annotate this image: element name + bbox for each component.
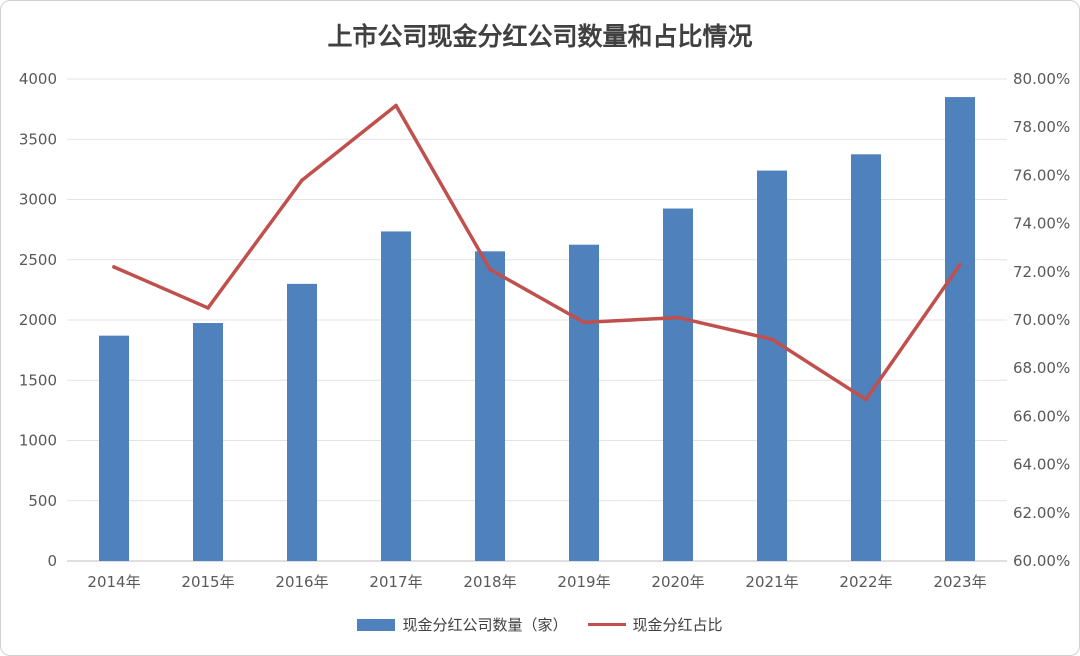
x-tick-label: 2016年 [275, 573, 328, 591]
y-right-tick-label: 70.00% [1013, 311, 1070, 329]
bar [193, 323, 223, 561]
y-left-tick-label: 3500 [19, 130, 57, 148]
y-right-tick-label: 60.00% [1013, 552, 1070, 570]
bar [475, 251, 505, 561]
y-right-tick-label: 80.00% [1013, 70, 1070, 88]
bar [381, 231, 411, 561]
bar [99, 335, 129, 561]
x-tick-label: 2014年 [87, 573, 140, 591]
y-right-tick-label: 78.00% [1013, 118, 1070, 136]
bar [287, 283, 317, 561]
x-tick-label: 2017年 [369, 573, 422, 591]
y-left-tick-label: 1000 [19, 432, 57, 450]
ratio-point [676, 315, 680, 320]
ratio-point [112, 265, 116, 269]
x-tick-label: 2020年 [651, 573, 704, 591]
x-tick-label: 2019年 [557, 573, 610, 591]
legend-swatch-line [587, 623, 626, 626]
x-tick-label: 2015年 [181, 573, 234, 591]
ratio-point [394, 103, 398, 108]
chart-title: 上市公司现金分红公司数量和占比情况 [327, 22, 753, 51]
y-left-tick-label: 0 [47, 552, 57, 570]
legend-label-ratio: 现金分红占比 [632, 616, 723, 634]
ratio-point [300, 178, 304, 183]
ratio-line [112, 103, 962, 402]
legend-swatch-bar [357, 618, 396, 631]
ratio-point [488, 267, 492, 272]
ratio-point [864, 397, 868, 402]
y-right-tick-label: 64.00% [1013, 456, 1070, 474]
bar [757, 170, 787, 561]
bar [663, 208, 693, 561]
y-left-tick-label: 500 [28, 492, 57, 510]
ratio-point [958, 262, 962, 267]
y-left-tick-label: 2000 [19, 311, 57, 329]
x-tick-label: 2022年 [839, 573, 892, 591]
y-right-tick-label: 68.00% [1013, 359, 1070, 377]
legend-item-count: 现金分红公司数量（家） [357, 614, 568, 635]
y-right-tick-label: 72.00% [1013, 263, 1070, 281]
y-left-tick-label: 1500 [19, 371, 57, 389]
bar [851, 154, 881, 561]
y-right-tick-label: 76.00% [1013, 166, 1070, 184]
x-tick-label: 2018年 [463, 573, 516, 591]
legend-label-count: 现金分红公司数量（家） [402, 616, 568, 634]
x-tick-label: 2023年 [933, 573, 986, 591]
y-left-tick-label: 3000 [19, 191, 57, 209]
y-left-tick-label: 4000 [19, 70, 57, 88]
y-right-tick-label: 62.00% [1013, 504, 1070, 522]
y-right-tick-label: 66.00% [1013, 407, 1070, 425]
ratio-point [770, 337, 774, 342]
bar [945, 97, 975, 561]
legend-item-ratio: 现金分红占比 [587, 614, 723, 635]
x-tick-label: 2021年 [745, 573, 798, 591]
bar [569, 244, 599, 561]
ratio-point [206, 306, 210, 310]
chart-legend: 现金分红公司数量（家） 现金分红占比 [1, 614, 1079, 635]
y-left-tick-label: 2500 [19, 251, 57, 269]
y-right-tick-label: 74.00% [1013, 215, 1070, 233]
ratio-point [582, 320, 586, 325]
